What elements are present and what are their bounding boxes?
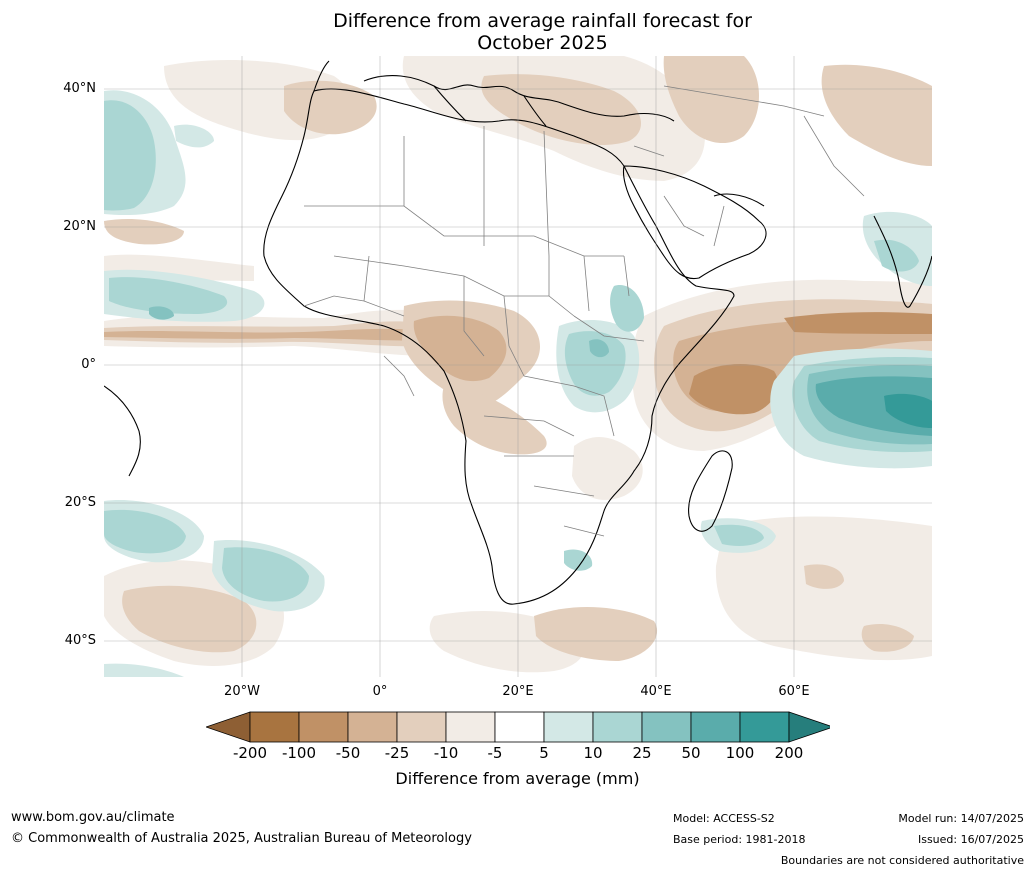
colorbar-tick-label: -50 xyxy=(335,744,361,762)
colorbar-segment xyxy=(347,711,398,743)
lat-label-40n: 40°N xyxy=(63,81,96,96)
colorbar-segment xyxy=(298,711,349,743)
colorbar xyxy=(206,711,830,743)
issued-date: Issued: 16/07/2025 xyxy=(917,833,1024,846)
lon-label-20e: 20°E xyxy=(502,684,534,699)
model-name: Model: ACCESS-S2 xyxy=(673,812,775,825)
colorbar-segment xyxy=(690,711,741,743)
model-run-date: Model run: 14/07/2025 xyxy=(898,812,1024,825)
colorbar-tick-label: 25 xyxy=(632,744,652,762)
title-line-1: Difference from average rainfall forecas… xyxy=(333,10,752,32)
colorbar-segment xyxy=(396,711,447,743)
lon-label-40e: 40°E xyxy=(640,684,672,699)
colorbar-tick-label: -10 xyxy=(433,744,459,762)
graticule xyxy=(104,56,932,677)
bom-url: www.bom.gov.au/climate xyxy=(11,810,175,825)
title-line-2: October 2025 xyxy=(477,32,608,54)
colorbar-tick-label: -200 xyxy=(232,744,268,762)
colorbar-segment xyxy=(249,711,300,743)
colorbar-tick-label: -5 xyxy=(487,744,503,762)
colorbar-segment xyxy=(739,711,790,743)
lon-label-0: 0° xyxy=(372,684,388,699)
lat-label-20n: 20°N xyxy=(63,219,96,234)
wet-anomaly-areas xyxy=(104,90,932,677)
copyright-notice: © Commonwealth of Australia 2025, Austra… xyxy=(11,831,472,846)
lat-label-20s: 20°S xyxy=(64,495,96,510)
rainfall-anomaly-map xyxy=(104,56,932,677)
colorbar-over-arrow xyxy=(788,711,830,743)
colorbar-tick-label: 50 xyxy=(681,744,701,762)
country-boundaries xyxy=(303,85,865,537)
colorbar-segment xyxy=(445,711,496,743)
lat-label-equator: 0° xyxy=(81,357,96,372)
colorbar-label: Difference from average (mm) xyxy=(395,769,640,788)
boundaries-disclaimer: Boundaries are not considered authoritat… xyxy=(780,854,1024,867)
colorbar-tick-label: -100 xyxy=(281,744,317,762)
colorbar-tick-label: 10 xyxy=(583,744,603,762)
colorbar-segment xyxy=(494,711,545,743)
lat-label-40s: 40°S xyxy=(64,633,96,648)
colorbar-segment xyxy=(592,711,643,743)
lon-label-20w: 20°W xyxy=(224,684,260,699)
colorbar-segment xyxy=(641,711,692,743)
colorbar-segment xyxy=(543,711,594,743)
dry-anomaly-areas xyxy=(104,56,932,673)
base-period: Base period: 1981-2018 xyxy=(673,833,806,846)
colorbar-tick-label: 200 xyxy=(774,744,804,762)
lon-label-60e: 60°E xyxy=(778,684,810,699)
colorbar-tick-label: 100 xyxy=(725,744,755,762)
coastlines xyxy=(104,60,932,605)
colorbar-under-arrow xyxy=(206,711,251,743)
colorbar-tick-label: -25 xyxy=(384,744,410,762)
map-title: Difference from average rainfall forecas… xyxy=(0,10,1035,54)
colorbar-tick-label: 5 xyxy=(539,744,549,762)
